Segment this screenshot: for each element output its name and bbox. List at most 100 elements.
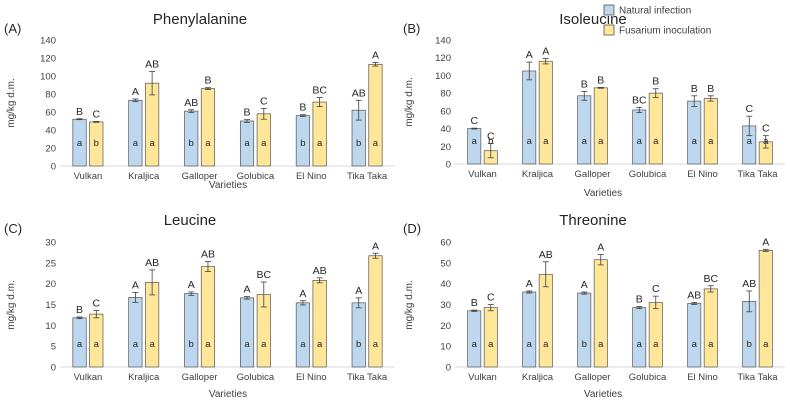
inner-significance-label: a xyxy=(692,339,698,350)
x-tick-label: Vulkan xyxy=(468,372,497,383)
inner-significance-label: a xyxy=(373,138,379,149)
inner-significance-label: a xyxy=(244,138,250,149)
significance-label: C xyxy=(92,108,100,120)
legend-swatch-natural xyxy=(603,4,615,16)
legend-label-fusarium: Fusarium inoculation xyxy=(619,26,711,37)
bar xyxy=(703,98,718,165)
y-tick-label: 20 xyxy=(45,144,56,155)
bar xyxy=(351,302,366,368)
y-tick-label: 140 xyxy=(435,36,451,47)
bar xyxy=(632,307,647,368)
y-tick-label: 30 xyxy=(45,238,56,249)
inner-significance-label: b xyxy=(582,339,587,350)
bar xyxy=(128,99,143,167)
panel-label: (C) xyxy=(4,221,22,236)
chart-title: Phenylalanine xyxy=(153,11,247,28)
bar xyxy=(687,303,702,368)
inner-significance-label: b xyxy=(356,339,361,350)
y-tick-label: 5 xyxy=(51,342,56,353)
inner-significance-label: a xyxy=(133,339,139,350)
significance-label: B xyxy=(76,304,83,316)
x-tick-label: Vulkan xyxy=(74,171,103,182)
significance-label: BC xyxy=(632,94,647,106)
bar xyxy=(200,88,216,167)
inner-significance-label: a xyxy=(527,339,533,350)
y-tick-label: 40 xyxy=(45,126,56,137)
inner-significance-label: b xyxy=(747,339,752,350)
x-tick-label: Tika Taka xyxy=(347,171,388,182)
x-tick-label: Tika Taka xyxy=(737,372,778,383)
significance-label: B xyxy=(76,106,83,118)
x-tick-label: Kraljica xyxy=(522,372,554,383)
significance-label: C xyxy=(762,123,770,135)
significance-label: C xyxy=(470,115,478,127)
x-tick-label: Vulkan xyxy=(468,169,497,180)
inner-significance-label: a xyxy=(708,339,714,350)
y-tick-label: 20 xyxy=(440,321,451,332)
bar xyxy=(577,95,592,165)
x-axis-label: Varieties xyxy=(584,188,622,199)
significance-label: A xyxy=(597,242,604,254)
inner-significance-label: b xyxy=(356,138,361,149)
significance-label: A xyxy=(372,50,379,62)
bar xyxy=(648,302,663,368)
significance-label: AB xyxy=(539,249,553,261)
significance-label: AB xyxy=(742,278,756,290)
y-axis-label: mg/kg d.m. xyxy=(6,280,17,329)
x-tick-label: El Nino xyxy=(296,372,327,383)
significance-label: C xyxy=(745,103,753,115)
significance-label: BC xyxy=(312,85,327,97)
bar xyxy=(295,302,310,368)
significance-label: C xyxy=(487,131,495,143)
inner-significance-label: a xyxy=(205,138,211,149)
significance-label: AB xyxy=(352,87,366,99)
significance-label: A xyxy=(188,279,195,291)
significance-label: B xyxy=(636,294,643,306)
x-tick-label: Golubica xyxy=(629,372,667,383)
significance-label: A xyxy=(526,49,533,61)
y-tick-label: 50 xyxy=(440,258,451,269)
x-tick-label: Galloper xyxy=(575,169,611,180)
y-tick-label: 10 xyxy=(45,321,56,332)
significance-label: B xyxy=(581,78,588,90)
y-tick-label: 60 xyxy=(440,106,451,117)
inner-significance-label: a xyxy=(488,339,494,350)
significance-label: C xyxy=(487,292,495,304)
inner-significance-label: b xyxy=(488,136,493,147)
y-tick-label: 60 xyxy=(440,238,451,249)
inner-significance-label: a xyxy=(527,136,533,147)
inner-significance-label: a xyxy=(747,136,753,147)
significance-label: B xyxy=(597,74,604,86)
chart-panel: Isoleucine (B) mg/kg d.m. Varieties 0 20 40 60 8… xyxy=(403,11,785,199)
significance-label: A xyxy=(762,236,769,248)
chart-title: Leucine xyxy=(164,212,217,229)
inner-significance-label: b xyxy=(300,138,305,149)
inner-significance-label: a xyxy=(653,339,659,350)
y-tick-label: 30 xyxy=(440,300,451,311)
significance-label: B xyxy=(652,76,659,88)
inner-significance-label: a xyxy=(205,339,211,350)
inner-significance-label: a xyxy=(244,339,250,350)
inner-significance-label: a xyxy=(77,138,83,149)
bar xyxy=(312,279,327,368)
significance-label: C xyxy=(652,283,660,295)
y-tick-label: 100 xyxy=(40,72,56,83)
y-tick-label: 20 xyxy=(45,279,56,290)
y-tick-label: 15 xyxy=(45,300,56,311)
inner-significance-label: a xyxy=(133,138,139,149)
inner-significance-label: a xyxy=(317,339,323,350)
chart-title: Threonine xyxy=(559,212,627,229)
inner-significance-label: b xyxy=(189,138,194,149)
significance-label: A xyxy=(526,278,533,290)
y-tick-label: 60 xyxy=(45,108,56,119)
inner-significance-label: b xyxy=(189,339,194,350)
chart-panel: Phenylalanine (A) mg/kg d.m. Varieties 0 20 40… xyxy=(4,11,395,191)
y-tick-label: 0 xyxy=(51,162,56,173)
significance-label: B xyxy=(691,83,698,95)
x-tick-label: Galloper xyxy=(182,372,218,383)
significance-label: B xyxy=(299,102,306,114)
y-tick-label: 0 xyxy=(446,160,451,171)
inner-significance-label: a xyxy=(598,339,604,350)
legend: Natural infection Fusarium inoculation xyxy=(603,4,711,37)
